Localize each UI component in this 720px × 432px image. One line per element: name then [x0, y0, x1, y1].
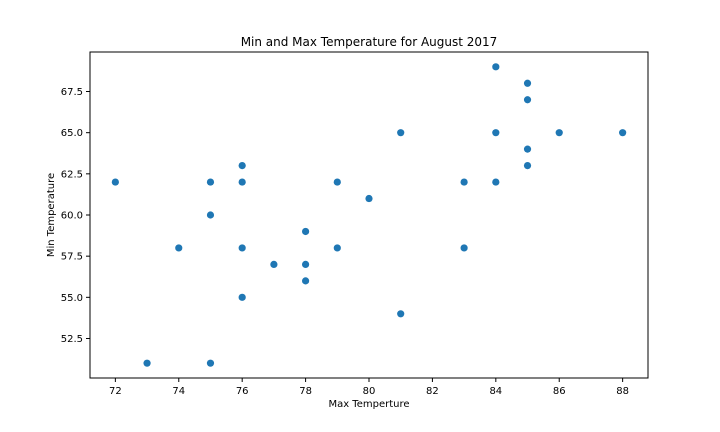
- scatter-point: [111, 178, 119, 186]
- y-tick-label: 55.0: [61, 293, 83, 304]
- scatter-point: [333, 244, 341, 252]
- scatter-point: [238, 162, 246, 170]
- scatter-point: [555, 129, 563, 137]
- scatter-point: [333, 178, 341, 186]
- y-tick-label: 60.0: [61, 211, 83, 222]
- y-tick-label: 52.5: [61, 334, 83, 345]
- scatter-point: [492, 63, 500, 71]
- scatter-point: [206, 211, 215, 219]
- scatter-point: [238, 244, 246, 252]
- scatter-point: [270, 260, 278, 268]
- x-tick-label: 74: [172, 386, 185, 397]
- scatter-point: [175, 244, 183, 252]
- x-tick-label: 76: [236, 386, 249, 397]
- chart-title: Min and Max Temperature for August 2017: [241, 35, 498, 49]
- plot-area: 72 74 76 78 80 82 84 86 88 52.5 55.0 57.5 60.0 62.5 6…: [61, 51, 649, 397]
- scatter-point: [206, 359, 215, 367]
- x-tick-label: 82: [426, 386, 439, 397]
- x-tick-label: 80: [363, 386, 376, 397]
- scatter-point: [523, 96, 532, 104]
- scatter-point: [301, 260, 310, 268]
- y-axis-label: Min Temperature: [46, 173, 57, 257]
- y-tick-label: 67.5: [61, 87, 83, 98]
- scatter-point: [619, 129, 627, 137]
- x-tick-label: 84: [489, 386, 502, 397]
- x-tick-label: 86: [553, 386, 566, 397]
- data-points: [111, 63, 627, 367]
- scatter-point: [301, 227, 310, 236]
- y-tick-label: 62.5: [61, 169, 83, 180]
- scatter-point: [143, 359, 151, 367]
- y-tick-label: 65.0: [61, 128, 83, 139]
- x-tick-label: 78: [299, 386, 312, 397]
- scatter-point: [523, 145, 532, 153]
- scatter-point: [301, 277, 310, 285]
- x-axis-label: Max Temperture: [328, 399, 409, 410]
- scatter-point: [460, 244, 468, 252]
- x-tick-label: 88: [616, 386, 629, 397]
- scatter-point: [365, 194, 373, 203]
- scatter-point: [397, 129, 405, 137]
- y-tick-label: 57.5: [61, 252, 83, 263]
- scatter-point: [523, 79, 532, 87]
- scatter-point: [397, 310, 405, 318]
- scatter-point: [492, 178, 500, 186]
- x-axis-ticks: 72 74 76 78 80 82 84 86 88: [109, 378, 629, 397]
- scatter-point: [492, 129, 500, 137]
- x-tick-label: 72: [109, 386, 122, 397]
- scatter-point: [238, 178, 246, 186]
- plot-frame: [89, 51, 649, 379]
- scatter-point: [523, 162, 532, 170]
- scatter-point: [460, 178, 468, 186]
- scatter-point: [206, 178, 215, 186]
- y-axis-ticks: 52.5 55.0 57.5 60.0 62.5 65.0 67.5: [61, 87, 90, 345]
- scatter-point: [238, 293, 246, 301]
